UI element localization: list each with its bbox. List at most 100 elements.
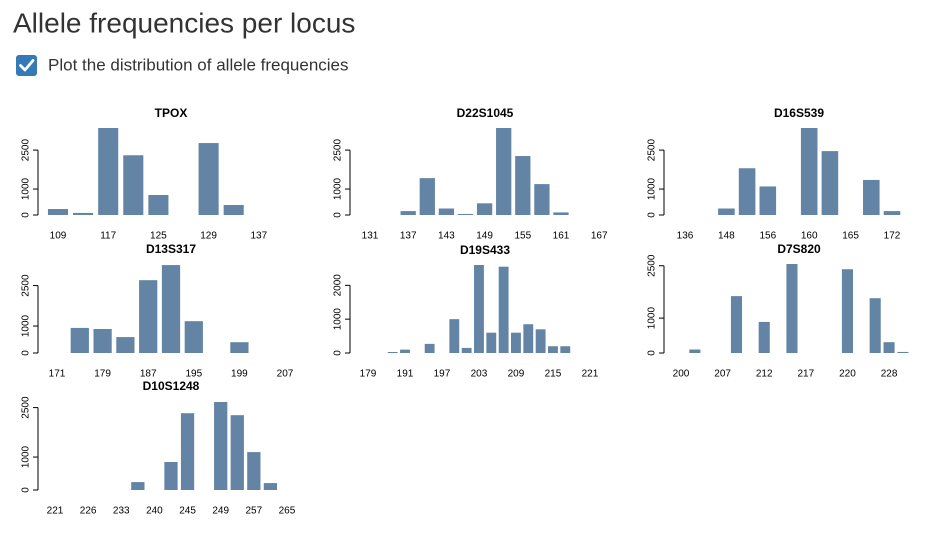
x-tick-label: 233 [113, 506, 130, 517]
bar [93, 328, 112, 353]
bar [131, 482, 145, 490]
y-tick-label: 0 [21, 350, 32, 356]
bar [758, 321, 770, 353]
bar [535, 329, 546, 353]
x-tick-label: 165 [842, 231, 859, 242]
x-tick-label: 160 [801, 231, 818, 242]
bar [400, 349, 410, 353]
bar [474, 265, 484, 353]
bar [523, 324, 534, 353]
bar [897, 351, 909, 353]
bar [461, 347, 472, 353]
x-tick-label: 200 [673, 369, 690, 380]
x-tick-label: 125 [150, 231, 167, 242]
x-tick-label: 228 [881, 369, 898, 380]
bar [214, 401, 228, 490]
y-tick-label: 0 [333, 350, 344, 356]
bar [883, 342, 895, 353]
checkmark [19, 59, 35, 72]
x-tick-label: 197 [434, 369, 451, 380]
x-tick-label: 161 [553, 231, 570, 242]
y-tick-label: 1000 [21, 314, 32, 337]
bar [718, 208, 735, 215]
x-tick-label: 226 [80, 506, 97, 517]
y-tick-label: 1000 [21, 177, 32, 200]
bar [184, 321, 203, 353]
x-tick-label: 221 [47, 506, 64, 517]
bar [560, 346, 571, 353]
y-tick-label: 1000 [647, 177, 658, 200]
bar [230, 415, 244, 490]
y-tick-label: 2500 [21, 139, 32, 162]
y-tick-label: 0 [21, 212, 32, 218]
x-tick-label: 191 [397, 369, 414, 380]
y-tick-label: 0 [647, 350, 658, 356]
bar [98, 128, 119, 215]
y-tick-label: 1000 [333, 308, 344, 331]
x-tick-label: 172 [884, 231, 901, 242]
y-tick-label: 2500 [647, 139, 658, 162]
bar [223, 205, 244, 215]
bar [738, 168, 756, 215]
x-tick-label: 129 [200, 231, 217, 242]
bar [438, 208, 455, 215]
bar [759, 186, 777, 215]
x-tick-label: 195 [185, 369, 202, 380]
y-tick-label: 1000 [333, 177, 344, 200]
x-tick-label: 137 [400, 231, 417, 242]
bar [863, 179, 880, 215]
bar [841, 269, 853, 353]
x-tick-label: 117 [100, 231, 116, 242]
y-tick-label: 2500 [21, 274, 32, 297]
y-tick-label: 0 [647, 212, 658, 218]
x-tick-label: 136 [677, 231, 694, 242]
bar [230, 342, 249, 353]
x-tick-label: 199 [231, 369, 248, 380]
x-tick-label: 257 [245, 506, 262, 517]
x-tick-label: 203 [471, 369, 488, 380]
y-tick-label: 2000 [333, 274, 344, 297]
x-tick-label: 179 [94, 369, 111, 380]
bar [73, 212, 94, 215]
bar [116, 337, 135, 353]
x-tick-label: 212 [756, 369, 773, 380]
bar [161, 265, 181, 353]
bar [123, 155, 144, 215]
x-tick-label: 109 [50, 231, 67, 242]
bar [148, 195, 169, 215]
checkbox-label[interactable]: Plot the distribution of allele frequenc… [48, 55, 349, 74]
bar [548, 346, 558, 353]
bar [400, 211, 416, 215]
y-tick-label: 2500 [21, 396, 32, 419]
bar [180, 413, 195, 490]
bar [419, 178, 435, 215]
plot-title: D13S317 [146, 242, 196, 256]
bar [457, 213, 474, 215]
plot-title: D16S539 [774, 106, 824, 120]
y-tick-label: 2500 [647, 254, 658, 277]
bar [449, 319, 460, 353]
bar [869, 298, 881, 353]
plot-title: D7S820 [777, 242, 821, 256]
x-tick-label: 209 [508, 369, 525, 380]
bar [424, 343, 435, 353]
x-tick-label: 179 [360, 369, 377, 380]
x-tick-label: 221 [582, 369, 599, 380]
bar [534, 184, 550, 215]
bar [47, 209, 69, 215]
x-tick-label: 148 [718, 231, 735, 242]
bar [496, 128, 512, 215]
y-tick-label: 2500 [333, 139, 344, 162]
plot-title: D19S433 [460, 243, 510, 257]
y-tick-label: 1000 [21, 445, 32, 468]
bar [883, 211, 901, 215]
bar [263, 483, 278, 490]
page-title: Allele frequencies per locus [13, 7, 355, 38]
y-tick-label: 1000 [647, 307, 658, 330]
x-tick-label: 156 [759, 231, 776, 242]
bar [486, 332, 497, 353]
plot-title: D10S1248 [143, 379, 200, 393]
x-tick-label: 249 [212, 506, 229, 517]
